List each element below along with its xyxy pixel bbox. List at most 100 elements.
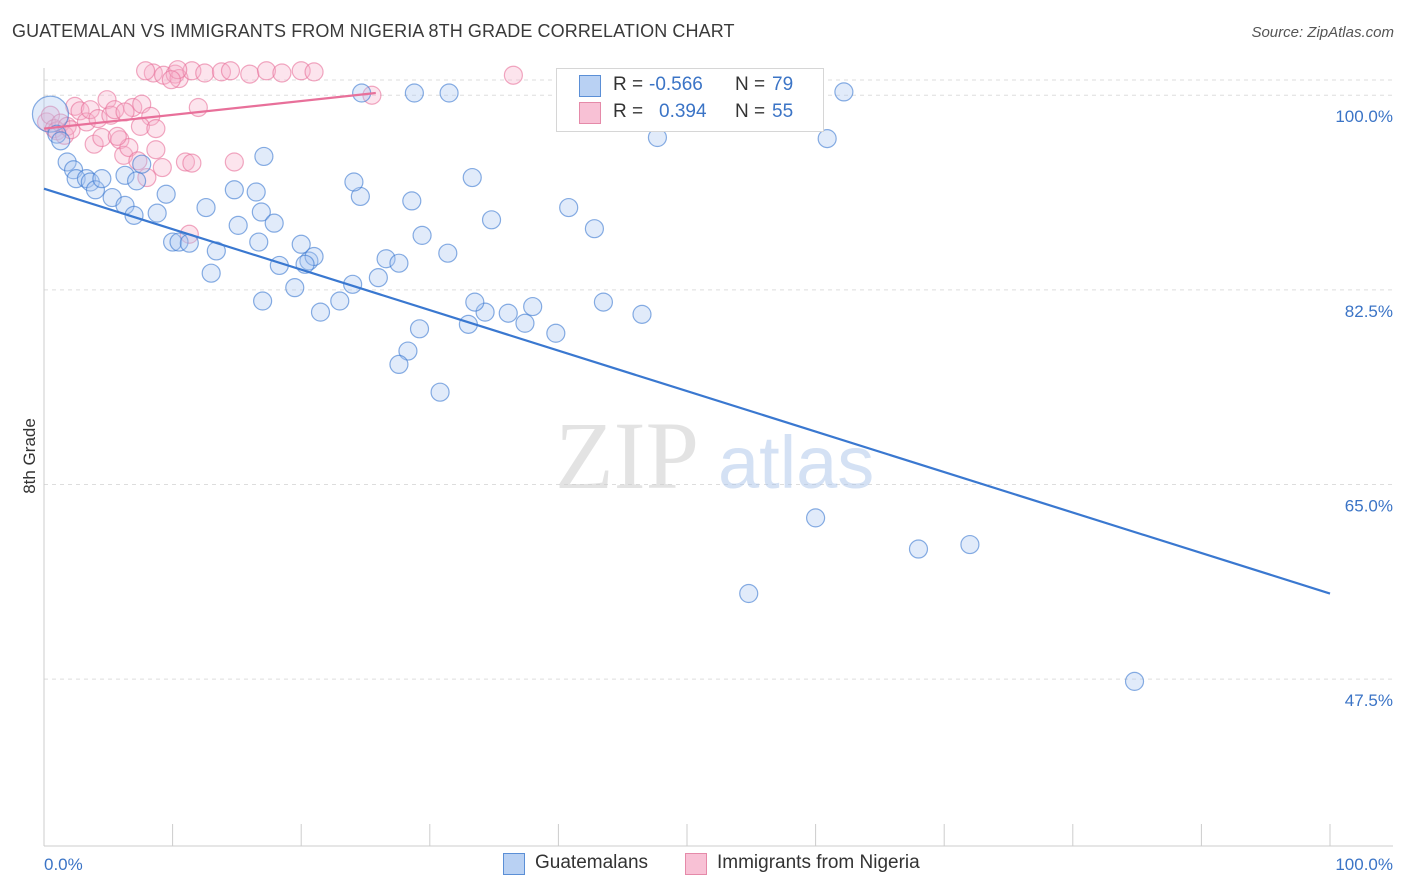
guatemalan-point (481, 210, 502, 230)
guatemalan-point (409, 319, 430, 339)
guatemalan-point (132, 154, 152, 174)
guatemalan-point (584, 219, 605, 239)
bottom-legend-label-pink: Immigrants from Nigeria (717, 852, 920, 873)
source-label: Source: ZipAtlas.com (1251, 24, 1394, 41)
legend-r-label: R = (613, 74, 644, 95)
guatemalan-point (51, 131, 71, 151)
guatemalan-point (251, 202, 271, 222)
y-tick-label: 47.5% (1345, 691, 1393, 710)
legend-r-label: R = (613, 101, 644, 122)
nigeria-point (175, 152, 196, 172)
series-nigeria-points (36, 60, 523, 244)
guatemalan-point (498, 303, 518, 323)
guatemalan-point (389, 354, 409, 375)
y-axis-label: 8th Grade (20, 418, 39, 494)
guatemalan-point (834, 82, 854, 102)
legend-r-value-pink: 0.394 (659, 101, 707, 122)
guatemalans-trend-line (43, 187, 1331, 595)
guatemalan-point (465, 292, 485, 312)
guatemalan-point (593, 292, 614, 312)
nigeria-point (304, 62, 324, 82)
guatemalan-point (402, 191, 422, 211)
guatemalan-point (439, 83, 459, 103)
guatemalan-point (156, 184, 176, 204)
guatemalan-point (344, 172, 364, 192)
nigeria-point (76, 112, 97, 132)
guatemalan-point (330, 291, 350, 311)
nigeria-point (97, 90, 117, 110)
nigeria-point (152, 157, 172, 178)
watermark: ZIP atlas (555, 402, 874, 509)
guatemalan-point (960, 534, 980, 555)
nigeria-point (84, 134, 104, 154)
nigeria-point (161, 70, 181, 90)
guatemalan-point (147, 203, 167, 223)
nigeria-point (503, 65, 523, 85)
guatemalan-point (438, 243, 458, 263)
nigeria-point (146, 119, 166, 139)
guatemalan-point (908, 539, 929, 559)
guatemalan-point (57, 152, 77, 172)
guatemalan-point (376, 249, 396, 269)
guatemalan-point (201, 263, 221, 283)
guatemalan-point (559, 197, 579, 218)
legend-n-value-pink: 55 (772, 101, 794, 122)
guatemalan-point (249, 232, 269, 252)
guatemalan-point (462, 167, 482, 188)
nigeria-point (135, 61, 156, 81)
guatemalan-point (523, 296, 543, 317)
guatemalan-point (66, 169, 86, 189)
guatemalan-point (430, 382, 450, 402)
guatemalan-point (163, 232, 183, 252)
legend-swatch-blue (579, 75, 601, 97)
watermark-zip: ZIP (555, 402, 699, 509)
legend-n-label: N = (735, 74, 766, 95)
axis-layer (43, 68, 1393, 847)
nigeria-point (240, 64, 260, 84)
nigeria-point (70, 101, 90, 121)
nigeria-point (224, 152, 244, 172)
nigeria-point (182, 153, 202, 173)
guatemalan-point (124, 205, 144, 225)
guatemalan-point (169, 232, 189, 252)
nigeria-point (119, 137, 139, 158)
bottom-legend-label-blue: Guatemalans (535, 852, 649, 873)
grid-layer (44, 79, 1393, 680)
bottom-swatch-blue (503, 853, 525, 875)
chart-title: GUATEMALAN VS IMMIGRANTS FROM NIGERIA 8T… (12, 21, 735, 41)
nigeria-point (146, 140, 166, 160)
guatemalan-point (343, 274, 363, 294)
series-guatemalans-points (31, 82, 1145, 691)
guatemalan-point (246, 182, 266, 202)
watermark-atlas: atlas (718, 421, 874, 504)
correlation-legend: R = -0.566 N = 79 R = 0.394 N = 55 (556, 68, 824, 132)
guatemalan-point (475, 302, 495, 322)
y-tick-label: 100.0% (1335, 107, 1393, 126)
guatemalan-point (412, 225, 432, 245)
y-tick-label: 65.0% (1345, 497, 1393, 516)
nigeria-point (168, 60, 188, 80)
tick-labels: 100.0% 82.5% 65.0% 47.5% 0.0% 100.0% (44, 107, 1393, 874)
nigeria-point (107, 126, 127, 146)
guatemalan-point (632, 304, 652, 324)
guatemalan-point (85, 180, 106, 200)
y-tick-label: 82.5% (1345, 302, 1393, 321)
guatemalan-point (31, 95, 70, 133)
guatemalan-point (291, 234, 311, 254)
guatemalan-point (817, 129, 837, 149)
guatemalan-point (285, 278, 305, 298)
legend-swatch-pink (579, 102, 601, 124)
legend-n-value-blue: 79 (772, 74, 794, 95)
nigeria-point (256, 61, 277, 81)
guatemalan-point (805, 508, 826, 528)
guatemalan-point (115, 165, 135, 185)
guatemalan-point (389, 253, 409, 273)
guatemalan-point (224, 180, 244, 200)
bottom-swatch-pink (685, 853, 707, 875)
nigeria-trend-line (43, 91, 376, 130)
x-tick-label: 0.0% (44, 855, 83, 874)
guatemalan-point (253, 291, 273, 311)
trend-lines (43, 91, 1331, 595)
guatemalan-point (264, 213, 284, 233)
